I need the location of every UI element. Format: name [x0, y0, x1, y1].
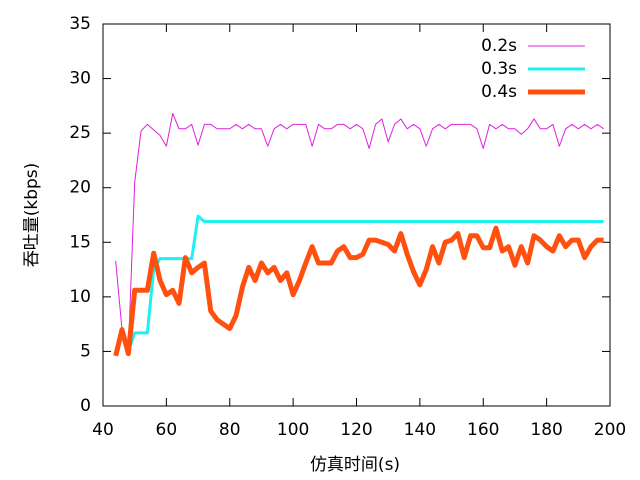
y-tick-label: 5 [80, 341, 91, 361]
legend-label: 0.2s [481, 36, 517, 56]
y-tick-label: 30 [69, 69, 91, 89]
y-tick-label: 20 [69, 178, 91, 198]
data-line [113, 225, 604, 357]
y-tick-label: 25 [69, 123, 91, 143]
x-tick-label: 140 [404, 420, 436, 440]
data-line [115, 112, 604, 352]
legend-label: 0.4s [481, 82, 517, 102]
x-tick-label: 180 [530, 420, 562, 440]
x-axis-label: 仿真时间(s) [310, 455, 400, 475]
x-tick-label: 120 [340, 420, 372, 440]
y-tick-label: 0 [80, 396, 91, 416]
x-tick-label: 100 [277, 420, 309, 440]
y-tick-label: 35 [69, 14, 91, 34]
plot-frame [102, 23, 611, 407]
x-tick-label: 60 [156, 420, 178, 440]
x-tick-label: 200 [594, 420, 626, 440]
y-axis-label: 吞吐量(kbps) [22, 163, 42, 268]
x-tick-label: 80 [219, 420, 241, 440]
data-line [126, 214, 604, 352]
x-tick-label: 160 [467, 420, 499, 440]
y-tick-label: 15 [69, 232, 91, 252]
x-tick-label: 40 [92, 420, 114, 440]
y-tick-label: 10 [69, 287, 91, 307]
legend-label: 0.3s [481, 59, 517, 79]
